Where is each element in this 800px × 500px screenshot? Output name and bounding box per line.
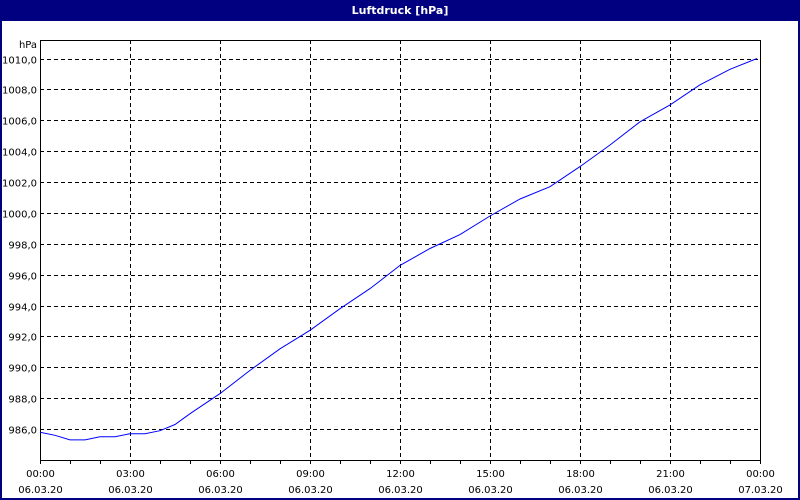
- x-tick-time: 12:00: [386, 469, 415, 480]
- x-tick-date: 07.03.20: [738, 485, 783, 496]
- x-tick-time: 00:00: [26, 469, 55, 480]
- y-tick-label: 992,0: [8, 333, 37, 344]
- x-tick-time: 06:00: [206, 469, 235, 480]
- y-tick-label: 996,0: [8, 272, 37, 283]
- x-tick-time: 03:00: [116, 469, 145, 480]
- x-tick-date: 06.03.20: [648, 485, 693, 496]
- x-tick-time: 18:00: [566, 469, 595, 480]
- plot-frame: [40, 40, 761, 461]
- x-tick-time: 21:00: [656, 469, 685, 480]
- y-tick-label: 1010,0: [2, 56, 37, 67]
- x-tick-date: 06.03.20: [108, 485, 153, 496]
- y-tick-label: 986,0: [8, 426, 37, 437]
- y-tick-label: 998,0: [8, 241, 37, 252]
- x-tick-time: 15:00: [476, 469, 505, 480]
- y-tick-label: 1006,0: [2, 117, 37, 128]
- y-tick-label: 1000,0: [2, 210, 37, 221]
- y-tick-label: 1004,0: [2, 148, 37, 159]
- x-tick-date: 06.03.20: [288, 485, 333, 496]
- x-tick-date: 06.03.20: [198, 485, 243, 496]
- x-tick-time: 00:00: [746, 469, 775, 480]
- pressure-line: [39, 58, 758, 441]
- y-tick-label: 1002,0: [2, 179, 37, 190]
- y-tick-label: 1008,0: [2, 86, 37, 97]
- x-tick-time: 09:00: [296, 469, 325, 480]
- window-title: Luftdruck [hPa]: [2, 2, 798, 21]
- y-tick-label: 990,0: [8, 364, 37, 375]
- x-tick-date: 06.03.20: [468, 485, 513, 496]
- y-tick-label: 988,0: [8, 395, 37, 406]
- x-tick-date: 06.03.20: [378, 485, 423, 496]
- y-tick-label: 994,0: [8, 303, 37, 314]
- x-tick-date: 06.03.20: [558, 485, 603, 496]
- y-axis-label: hPa: [19, 40, 37, 51]
- x-tick-date: 06.03.20: [18, 485, 63, 496]
